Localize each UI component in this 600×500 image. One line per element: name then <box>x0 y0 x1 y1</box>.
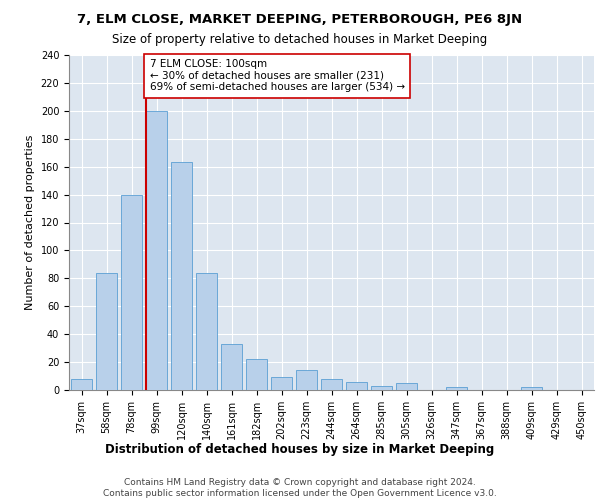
Text: 7, ELM CLOSE, MARKET DEEPING, PETERBOROUGH, PE6 8JN: 7, ELM CLOSE, MARKET DEEPING, PETERBOROU… <box>77 12 523 26</box>
Bar <box>96 273 117 390</box>
Text: Size of property relative to detached houses in Market Deeping: Size of property relative to detached ho… <box>112 32 488 46</box>
Bar <box>446 387 467 390</box>
Text: Distribution of detached houses by size in Market Deeping: Distribution of detached houses by size … <box>106 442 494 456</box>
Bar <box>371 386 392 390</box>
Bar <box>296 370 317 390</box>
Bar <box>321 379 342 390</box>
Bar <box>221 344 242 390</box>
Bar <box>71 379 92 390</box>
Bar <box>521 387 542 390</box>
Text: Contains HM Land Registry data © Crown copyright and database right 2024.
Contai: Contains HM Land Registry data © Crown c… <box>103 478 497 498</box>
Bar <box>121 194 142 390</box>
Y-axis label: Number of detached properties: Number of detached properties <box>25 135 35 310</box>
Bar <box>271 378 292 390</box>
Bar <box>346 382 367 390</box>
Bar <box>196 273 217 390</box>
Bar <box>171 162 192 390</box>
Bar <box>396 383 417 390</box>
Bar <box>246 360 267 390</box>
Bar <box>146 111 167 390</box>
Text: 7 ELM CLOSE: 100sqm
← 30% of detached houses are smaller (231)
69% of semi-detac: 7 ELM CLOSE: 100sqm ← 30% of detached ho… <box>149 59 405 92</box>
